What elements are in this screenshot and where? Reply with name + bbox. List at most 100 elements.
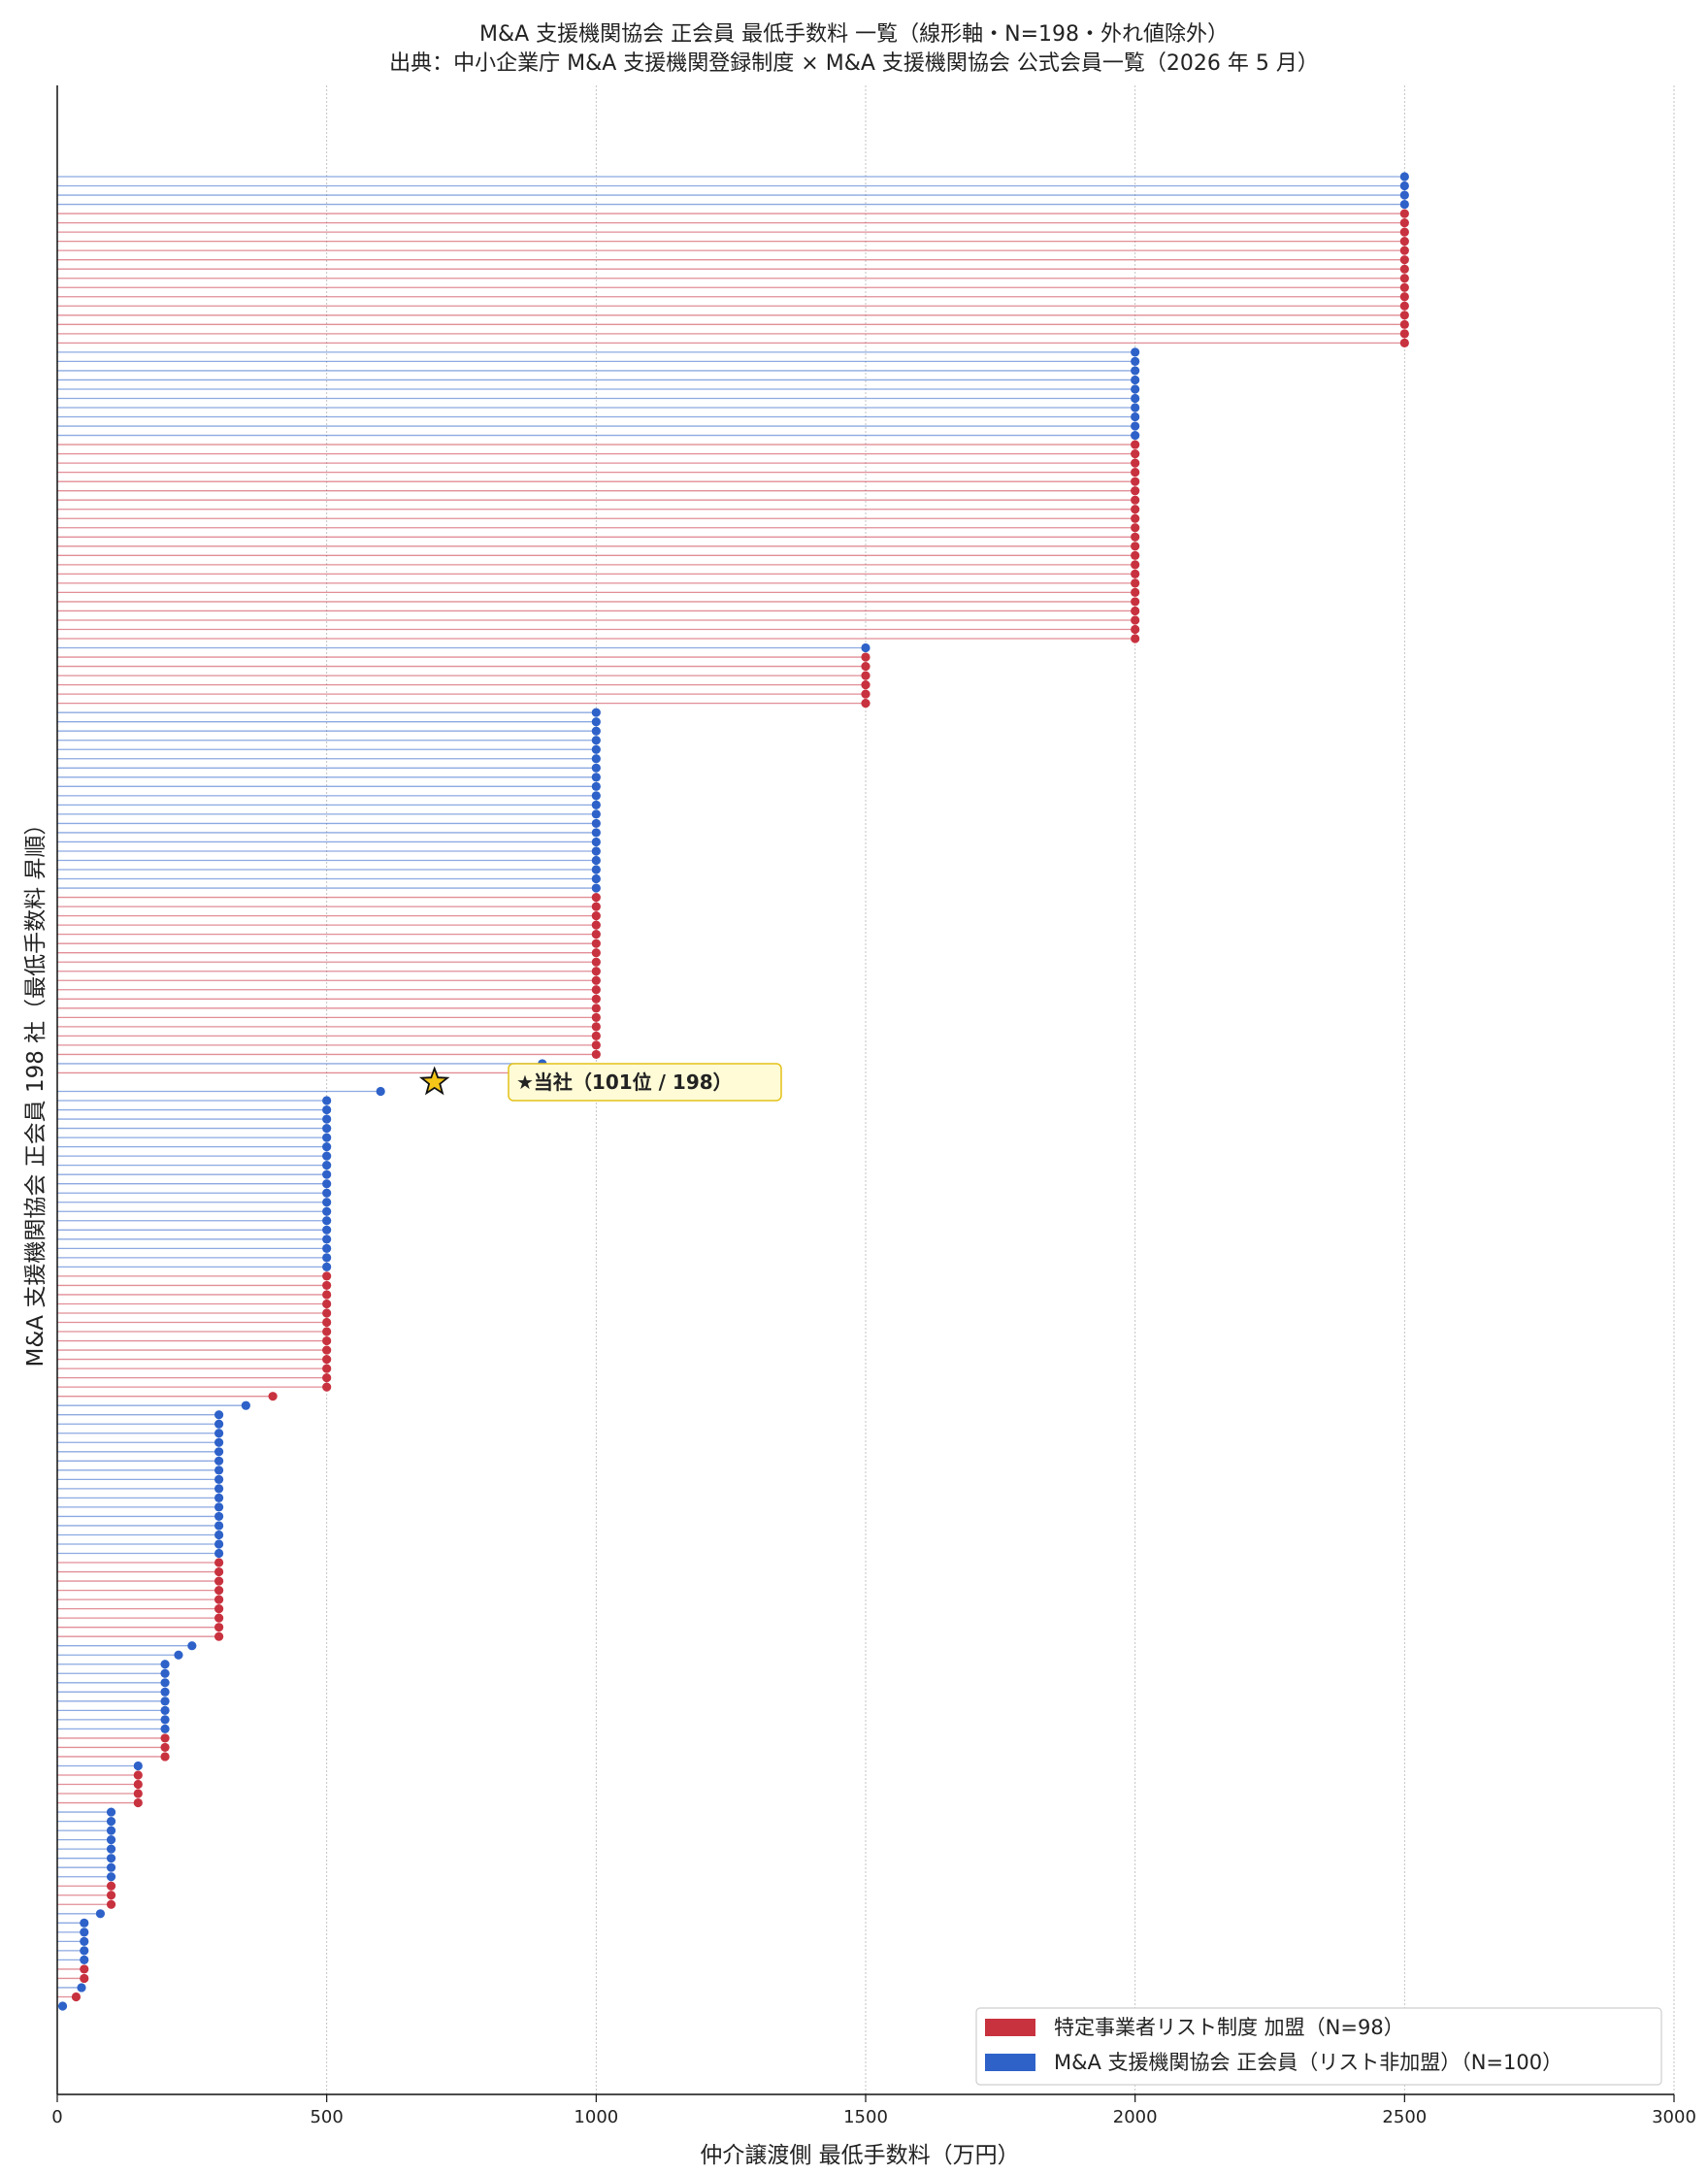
lollipop-dot [1131, 421, 1140, 431]
lollipop-dot [322, 1151, 332, 1161]
lollipop-dot [160, 1687, 170, 1696]
x-tick-label: 2000 [1113, 2107, 1158, 2127]
lollipop-dot [241, 1400, 250, 1410]
lollipop-dot [80, 1955, 89, 1964]
lollipop-dot [1131, 560, 1140, 570]
lollipop-dot [861, 652, 870, 662]
lollipop-dot [80, 1946, 89, 1956]
lollipop-dot [591, 865, 601, 874]
lollipop-dot [322, 1290, 332, 1300]
lollipop-dot [322, 1364, 332, 1373]
lollipop-dot [57, 2001, 68, 2011]
lollipop-dot [160, 1715, 170, 1725]
lollipop-dot [1131, 587, 1140, 598]
lollipop-dot [1131, 513, 1140, 523]
lollipop-dot [1399, 190, 1409, 200]
lollipop-dot [268, 1392, 278, 1401]
lollipop-dot [1131, 523, 1140, 533]
lollipop-dot [1131, 440, 1140, 449]
lollipop-dot [591, 873, 601, 884]
x-axis-label: 仲介譲渡側 最低手数料（万円） [700, 2143, 1019, 2168]
lollipop-dot [1399, 329, 1409, 339]
lollipop-dot [591, 809, 601, 819]
lollipop-dot [214, 1613, 224, 1623]
lollipop-dot [322, 1354, 332, 1365]
lollipop-dot [591, 957, 601, 967]
lollipop-dot [591, 763, 601, 773]
lollipop-dot [1131, 449, 1140, 459]
highlight-annotation-box [508, 1063, 782, 1102]
lollipop-dot [591, 754, 601, 764]
lollipop-dot [1399, 338, 1409, 347]
lollipop-dot [1131, 477, 1140, 486]
lollipop-dot [77, 1983, 86, 1993]
legend-label-red: 特定事業者リスト制度 加盟（N=98） [1054, 2016, 1404, 2039]
lollipop-dot [1131, 468, 1140, 478]
lollipop-dot [322, 1179, 332, 1189]
lollipop-dot [591, 726, 601, 736]
lollipop-dot [1399, 172, 1409, 181]
lollipop-dot [322, 1271, 332, 1281]
lollipop-dots [57, 172, 1409, 2011]
lollipop-dot [591, 892, 601, 903]
lollipop-dot [322, 1104, 332, 1115]
lollipop-dot [160, 1668, 170, 1678]
lollipop-dot [106, 1854, 116, 1863]
lollipop-dot [322, 1345, 332, 1355]
lollipop-dot [80, 1964, 89, 1974]
lollipop-dot [591, 883, 601, 893]
lollipop-dot [160, 1678, 170, 1688]
lollipop-dot [322, 1096, 332, 1105]
lollipop-dot [591, 818, 601, 829]
lollipop-dot [322, 1142, 332, 1152]
lollipop-dot [214, 1447, 224, 1457]
lollipop-dot [1131, 550, 1140, 560]
lollipop-dot [591, 930, 601, 939]
lollipop-dot [214, 1548, 224, 1559]
lollipop-dot [591, 708, 601, 717]
legend-swatch-red [985, 2019, 1035, 2036]
lollipop-dot [1399, 255, 1409, 265]
lollipop-dot [861, 680, 870, 690]
lollipop-dot [591, 837, 601, 847]
lollipop-dot [322, 1198, 332, 1207]
lollipop-dot [1399, 218, 1409, 228]
lollipop-dot [80, 1936, 89, 1946]
lollipop-dot [322, 1114, 332, 1124]
x-tick-label: 0 [51, 2107, 62, 2127]
lollipop-dot [214, 1623, 224, 1632]
lollipop-dot [1131, 384, 1140, 394]
lollipop-dot [106, 1899, 116, 1909]
x-tick-label: 2500 [1382, 2107, 1427, 2127]
lollipop-dot [1131, 393, 1140, 404]
lollipop-dot [322, 1188, 332, 1198]
x-tick-label: 1000 [574, 2107, 618, 2127]
lollipop-dot [174, 1650, 183, 1660]
lollipop-dot [1399, 274, 1409, 283]
lollipop-dot [1399, 199, 1409, 210]
lollipop-dot [1131, 486, 1140, 496]
lollipop-dot [1131, 505, 1140, 514]
lollipop-dot [591, 1004, 601, 1013]
highlight-group: ★当社（101位 / 198） [418, 1063, 782, 1102]
lollipop-dot [322, 1335, 332, 1346]
lollipop-dot [591, 1031, 601, 1040]
lollipop-dot [591, 736, 601, 745]
lollipop-dot [1399, 246, 1409, 255]
lollipop-dot [591, 744, 601, 754]
lollipop-dot [322, 1299, 332, 1309]
lollipop-dot [591, 939, 601, 948]
lollipop-dot [160, 1733, 170, 1743]
lollipop-dot [1399, 301, 1409, 311]
lollipop-dot [591, 920, 601, 930]
lollipop-dot [214, 1595, 224, 1604]
lollipop-dot [1131, 542, 1140, 551]
lollipop-dot [1131, 458, 1140, 468]
lollipop-dot [133, 1797, 143, 1808]
x-tick-label: 500 [310, 2107, 343, 2127]
lollipop-dot [214, 1484, 224, 1494]
lollipop-dot [106, 1862, 116, 1872]
lollipop-dot [591, 975, 601, 985]
lollipop-dot [214, 1437, 224, 1447]
